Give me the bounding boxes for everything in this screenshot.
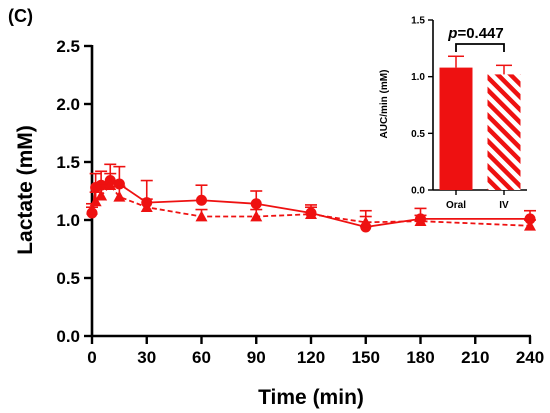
x-tick-label: 210 xyxy=(461,348,489,367)
data-point xyxy=(140,201,153,213)
data-point xyxy=(95,189,108,201)
inset-y-tick-label: 1.5 xyxy=(411,16,425,27)
inset-bars: Oral IV xyxy=(439,55,521,211)
significance-bracket xyxy=(455,43,505,52)
bar-iv xyxy=(487,74,521,190)
x-tick-label: 90 xyxy=(247,348,266,367)
data-point xyxy=(86,203,98,215)
bar-oral xyxy=(439,67,473,190)
y-tick-label: 1.5 xyxy=(56,153,80,172)
x-tick-label: 120 xyxy=(297,348,325,367)
data-point xyxy=(113,190,126,202)
inset-y-tick-label: 1.0 xyxy=(411,72,425,83)
inset-x-tick-label: IV xyxy=(499,200,509,211)
y-tick-label: 2.5 xyxy=(56,37,80,56)
main-axes: 0.0 0.5 1.0 1.5 2.0 2.5 0 30 60 90 120 150 180 210 240 xyxy=(56,37,544,367)
data-point xyxy=(524,219,536,231)
data-point xyxy=(104,179,117,190)
inset-x-tick-label: Oral xyxy=(446,200,466,211)
data-point xyxy=(524,213,536,225)
data-point xyxy=(359,216,372,228)
p-value-annotation: p=0.447 xyxy=(447,25,503,42)
data-point xyxy=(414,215,427,226)
y-tick-label: 0.0 xyxy=(56,327,80,346)
y-tick-label: 2.0 xyxy=(56,95,80,114)
x-tick-label: 180 xyxy=(406,348,434,367)
series-iv xyxy=(86,172,536,231)
data-point xyxy=(196,194,207,206)
x-tick-label: 60 xyxy=(192,348,211,367)
inset-y-tick-label: 0.5 xyxy=(411,129,425,140)
x-axis-title: Time (min) xyxy=(258,386,364,409)
panel-label: (C) xyxy=(8,6,33,26)
x-tick-label: 150 xyxy=(352,348,380,367)
x-tick-label: 240 xyxy=(516,348,544,367)
main-series xyxy=(86,163,536,233)
inset-y-axis-title: AUC/min (mM) xyxy=(379,70,390,139)
inset-y-tick-label: 0.0 xyxy=(411,186,425,197)
data-point xyxy=(305,208,317,219)
x-tick-label: 30 xyxy=(137,348,156,367)
data-point xyxy=(89,195,102,207)
series-line xyxy=(91,183,531,227)
data-point xyxy=(250,198,262,210)
data-point xyxy=(195,210,208,222)
y-axis-title: Lactate (mM) xyxy=(14,125,37,255)
y-tick-label: 0.5 xyxy=(56,269,80,288)
y-tick-label: 1.0 xyxy=(56,211,80,230)
x-tick-label: 0 xyxy=(87,348,96,367)
data-point xyxy=(250,210,263,222)
